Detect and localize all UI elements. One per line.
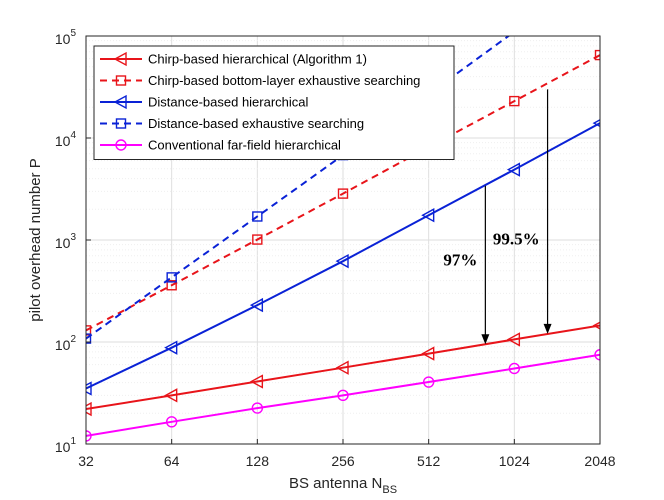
legend-label: Chirp-based bottom-layer exhaustive sear… xyxy=(148,73,420,88)
legend-entry: Chirp-based hierarchical (Algorithm 1) xyxy=(100,52,367,67)
x-tick-label: 64 xyxy=(164,453,180,469)
legend-label: Distance-based exhaustive searching xyxy=(148,116,364,131)
data-point xyxy=(86,325,92,336)
legend-swatch-marker xyxy=(115,75,127,86)
legend-swatch-marker xyxy=(115,139,127,151)
legend-label: Conventional far-field hierarchical xyxy=(148,138,341,153)
y-tick-label: 101 xyxy=(55,436,77,455)
series-2 xyxy=(86,119,600,396)
series-4 xyxy=(86,349,600,442)
x-axis-label-main: BS antenna N xyxy=(289,475,382,492)
series-0 xyxy=(86,321,600,417)
y-tick-label: 103 xyxy=(55,232,77,251)
series-line xyxy=(86,353,600,437)
series-line xyxy=(86,324,600,411)
annotation-label: 99.5% xyxy=(493,230,540,249)
data-point xyxy=(252,234,263,245)
data-point xyxy=(422,376,435,388)
x-axis-label: BS antenna NBS xyxy=(289,475,397,496)
data-point xyxy=(506,332,521,347)
data-point xyxy=(252,211,263,222)
series-line xyxy=(86,122,600,390)
y-tick-label: 105 xyxy=(55,28,77,47)
annotation-arrow-head xyxy=(481,334,490,345)
legend-box xyxy=(93,45,455,160)
data-point xyxy=(251,402,264,414)
data-point xyxy=(86,381,92,396)
data-point xyxy=(421,346,435,361)
data-point xyxy=(337,389,349,402)
annotation-layer: 97% 99.5% xyxy=(443,89,552,345)
legend-entry: Chirp-based bottom-layer exhaustive sear… xyxy=(100,73,420,88)
y-tick-label: 104 xyxy=(55,130,77,149)
annotation-label: 97% xyxy=(443,251,477,270)
data-point xyxy=(165,416,178,428)
data-point xyxy=(166,272,177,283)
data-point xyxy=(337,188,349,199)
x-tick-label: 2048 xyxy=(584,453,615,469)
data-point xyxy=(166,280,177,291)
legend-label: Chirp-based hierarchical (Algorithm 1) xyxy=(148,52,367,67)
legend-swatch-marker xyxy=(115,118,127,129)
data-point xyxy=(164,340,178,355)
data-point xyxy=(164,388,178,403)
data-point xyxy=(335,360,349,375)
annotation-arrow-head xyxy=(543,323,552,334)
x-tick-label: 128 xyxy=(246,453,270,469)
data-point xyxy=(508,362,521,375)
x-tick-labels: 32 64 128 256 512 1024 2048 xyxy=(78,439,616,469)
legend-swatch-marker xyxy=(113,51,127,67)
y-tick-labels: 101 102 103 104 105 xyxy=(55,28,91,455)
x-tick-label: 256 xyxy=(331,453,355,469)
data-point xyxy=(594,349,600,361)
data-point xyxy=(86,401,92,417)
data-point xyxy=(594,49,600,61)
data-point xyxy=(86,333,92,344)
data-point xyxy=(249,374,264,389)
x-tick-label: 32 xyxy=(78,453,94,469)
series-line xyxy=(86,54,600,332)
legend-entry: Conventional far-field hierarchical xyxy=(100,138,341,153)
x-axis-label-subscript: BS xyxy=(382,484,397,496)
y-axis-label: pilot overhead number P xyxy=(27,158,44,321)
legend-entry: Distance-based exhaustive searching xyxy=(100,116,364,131)
legend: Chirp-based hierarchical (Algorithm 1) Ch… xyxy=(93,45,455,160)
data-point xyxy=(249,297,264,313)
data-point xyxy=(509,95,520,107)
legend-swatch-marker xyxy=(113,94,127,110)
x-tick-label: 1024 xyxy=(499,453,530,469)
legend-entry: Distance-based hierarchical xyxy=(100,95,309,110)
legend-label: Distance-based hierarchical xyxy=(148,95,309,110)
data-point xyxy=(335,253,349,269)
data-point xyxy=(421,208,435,223)
data-point xyxy=(86,430,92,442)
x-tick-label: 512 xyxy=(417,453,441,469)
data-point xyxy=(506,162,521,177)
y-tick-label: 102 xyxy=(55,334,77,353)
